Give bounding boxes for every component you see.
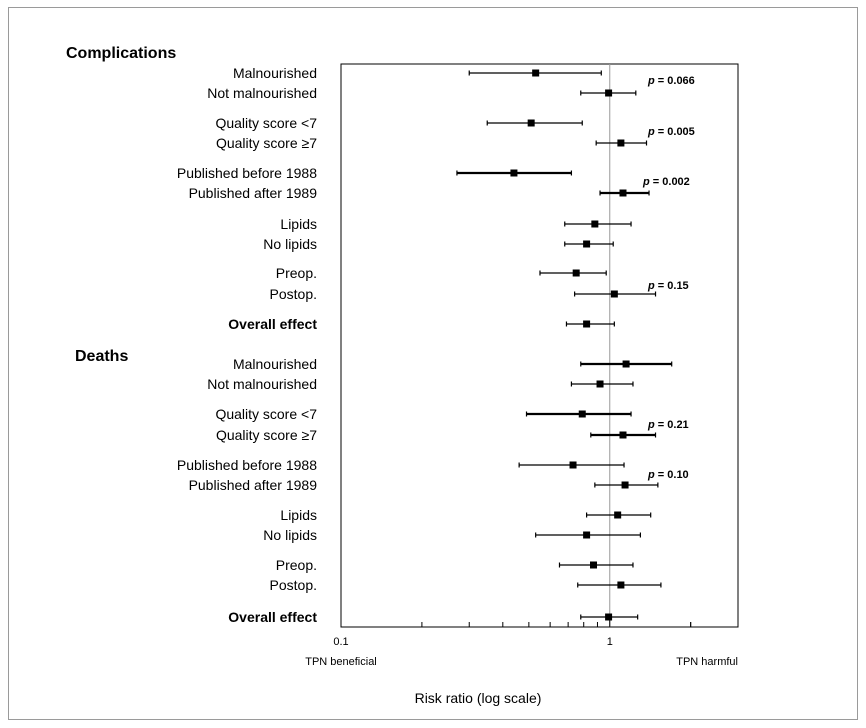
row-label: Malnourished [233,356,317,372]
point-estimate [532,69,540,77]
row-label: Not malnourished [207,85,317,101]
row-label: Quality score <7 [215,115,317,131]
p-value-label: p = 0.21 [647,419,689,431]
point-estimate [583,531,591,539]
p-value-label: p = 0.005 [647,126,695,138]
x-axis-title: Risk ratio (log scale) [415,690,542,706]
p-value-label: p = 0.15 [647,280,689,292]
row-label: Quality score <7 [215,406,317,422]
row-label: Lipids [280,507,317,523]
row-label: Overall effect [228,316,317,332]
point-estimate [622,360,630,368]
row-label: No lipids [263,236,317,252]
point-estimate [614,511,622,519]
point-estimate [578,410,586,418]
row-label: Published before 1988 [177,457,317,473]
row-label: Lipids [280,216,317,232]
row-label: Overall effect [228,609,317,625]
row-label: Preop. [276,265,317,281]
point-estimate [527,119,535,127]
row-label: Malnourished [233,65,317,81]
row-label: Quality score ≥7 [216,135,317,151]
row-label: Postop. [270,577,317,593]
row-label: Preop. [276,557,317,573]
row-label: No lipids [263,527,317,543]
row-label: Published before 1988 [177,165,317,181]
row-label: Published after 1989 [189,185,318,201]
point-estimate [510,169,518,177]
point-estimate [605,89,613,97]
p-value-label: p = 0.066 [647,75,695,87]
x-tick-label: 1 [607,636,613,648]
point-estimate [596,380,604,388]
point-estimate [619,431,627,439]
point-estimate [591,220,599,228]
figure-frame [8,7,858,720]
plot-area [340,63,739,628]
point-estimate [621,481,629,489]
row-label: Not malnourished [207,376,317,392]
section-title: Complications [66,45,176,62]
left-note: TPN beneficial [305,656,377,668]
section-title: Deaths [75,348,128,365]
right-note: TPN harmful [676,656,738,668]
x-tick-label: 0.1 [333,636,348,648]
point-estimate [583,240,591,248]
point-estimate [605,613,613,621]
p-value-label: p = 0.002 [642,176,690,188]
point-estimate [572,269,580,277]
point-estimate [583,320,591,328]
point-estimate [619,189,627,197]
point-estimate [590,561,598,569]
row-label: Published after 1989 [189,477,318,493]
p-value-label: p = 0.10 [647,469,689,481]
point-estimate [610,290,618,298]
row-label: Quality score ≥7 [216,427,317,443]
row-label: Postop. [270,286,317,302]
point-estimate [569,461,577,469]
point-estimate [617,581,625,589]
point-estimate [617,139,625,147]
